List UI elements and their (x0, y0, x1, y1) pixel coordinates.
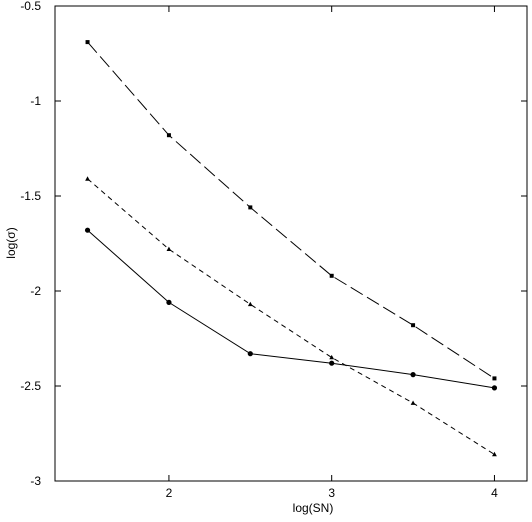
series-triangle (85, 176, 497, 457)
data-point-square (329, 273, 334, 278)
series-circle (84, 227, 498, 391)
data-point-square (85, 40, 90, 45)
plot-frame (54, 5, 528, 482)
data-point-circle (329, 360, 335, 366)
data-point-triangle (492, 451, 497, 457)
axis-ticks: 2 3 4 -0.5 -1 -1.5 -2 -2.5 -3 (20, 0, 527, 500)
series-line (87, 41, 495, 379)
y-tick-label: -3 (30, 474, 41, 488)
data-point-triangle (166, 246, 172, 251)
y-tick-label: -2 (30, 284, 41, 298)
y-tick-label: -2.5 (20, 379, 41, 393)
x-axis-label: log(SN) (293, 501, 334, 515)
data-point-square (492, 376, 497, 381)
data-point-triangle (329, 354, 335, 360)
series-line (87, 178, 495, 455)
data-point-circle (166, 299, 172, 305)
series-square (85, 40, 497, 381)
data-point-triangle (247, 301, 253, 307)
y-tick-label: -1 (30, 94, 41, 108)
y-tick-label: -1.5 (20, 189, 41, 203)
data-point-circle (491, 385, 498, 391)
series-layer (84, 40, 498, 457)
data-point-circle (247, 351, 253, 357)
data-point-circle (410, 372, 416, 378)
data-point-square (248, 205, 253, 210)
x-tick-label: 2 (166, 486, 173, 500)
y-tick-label: -0.5 (20, 0, 41, 13)
data-point-triangle (85, 176, 90, 181)
series-line (87, 229, 495, 389)
x-tick-label: 3 (328, 486, 335, 500)
x-tick-label: 4 (491, 486, 498, 500)
y-axis-label: log(σ) (4, 227, 18, 258)
data-point-circle (84, 227, 91, 233)
data-point-square (411, 323, 416, 328)
data-point-square (166, 133, 171, 138)
data-point-triangle (410, 400, 416, 405)
